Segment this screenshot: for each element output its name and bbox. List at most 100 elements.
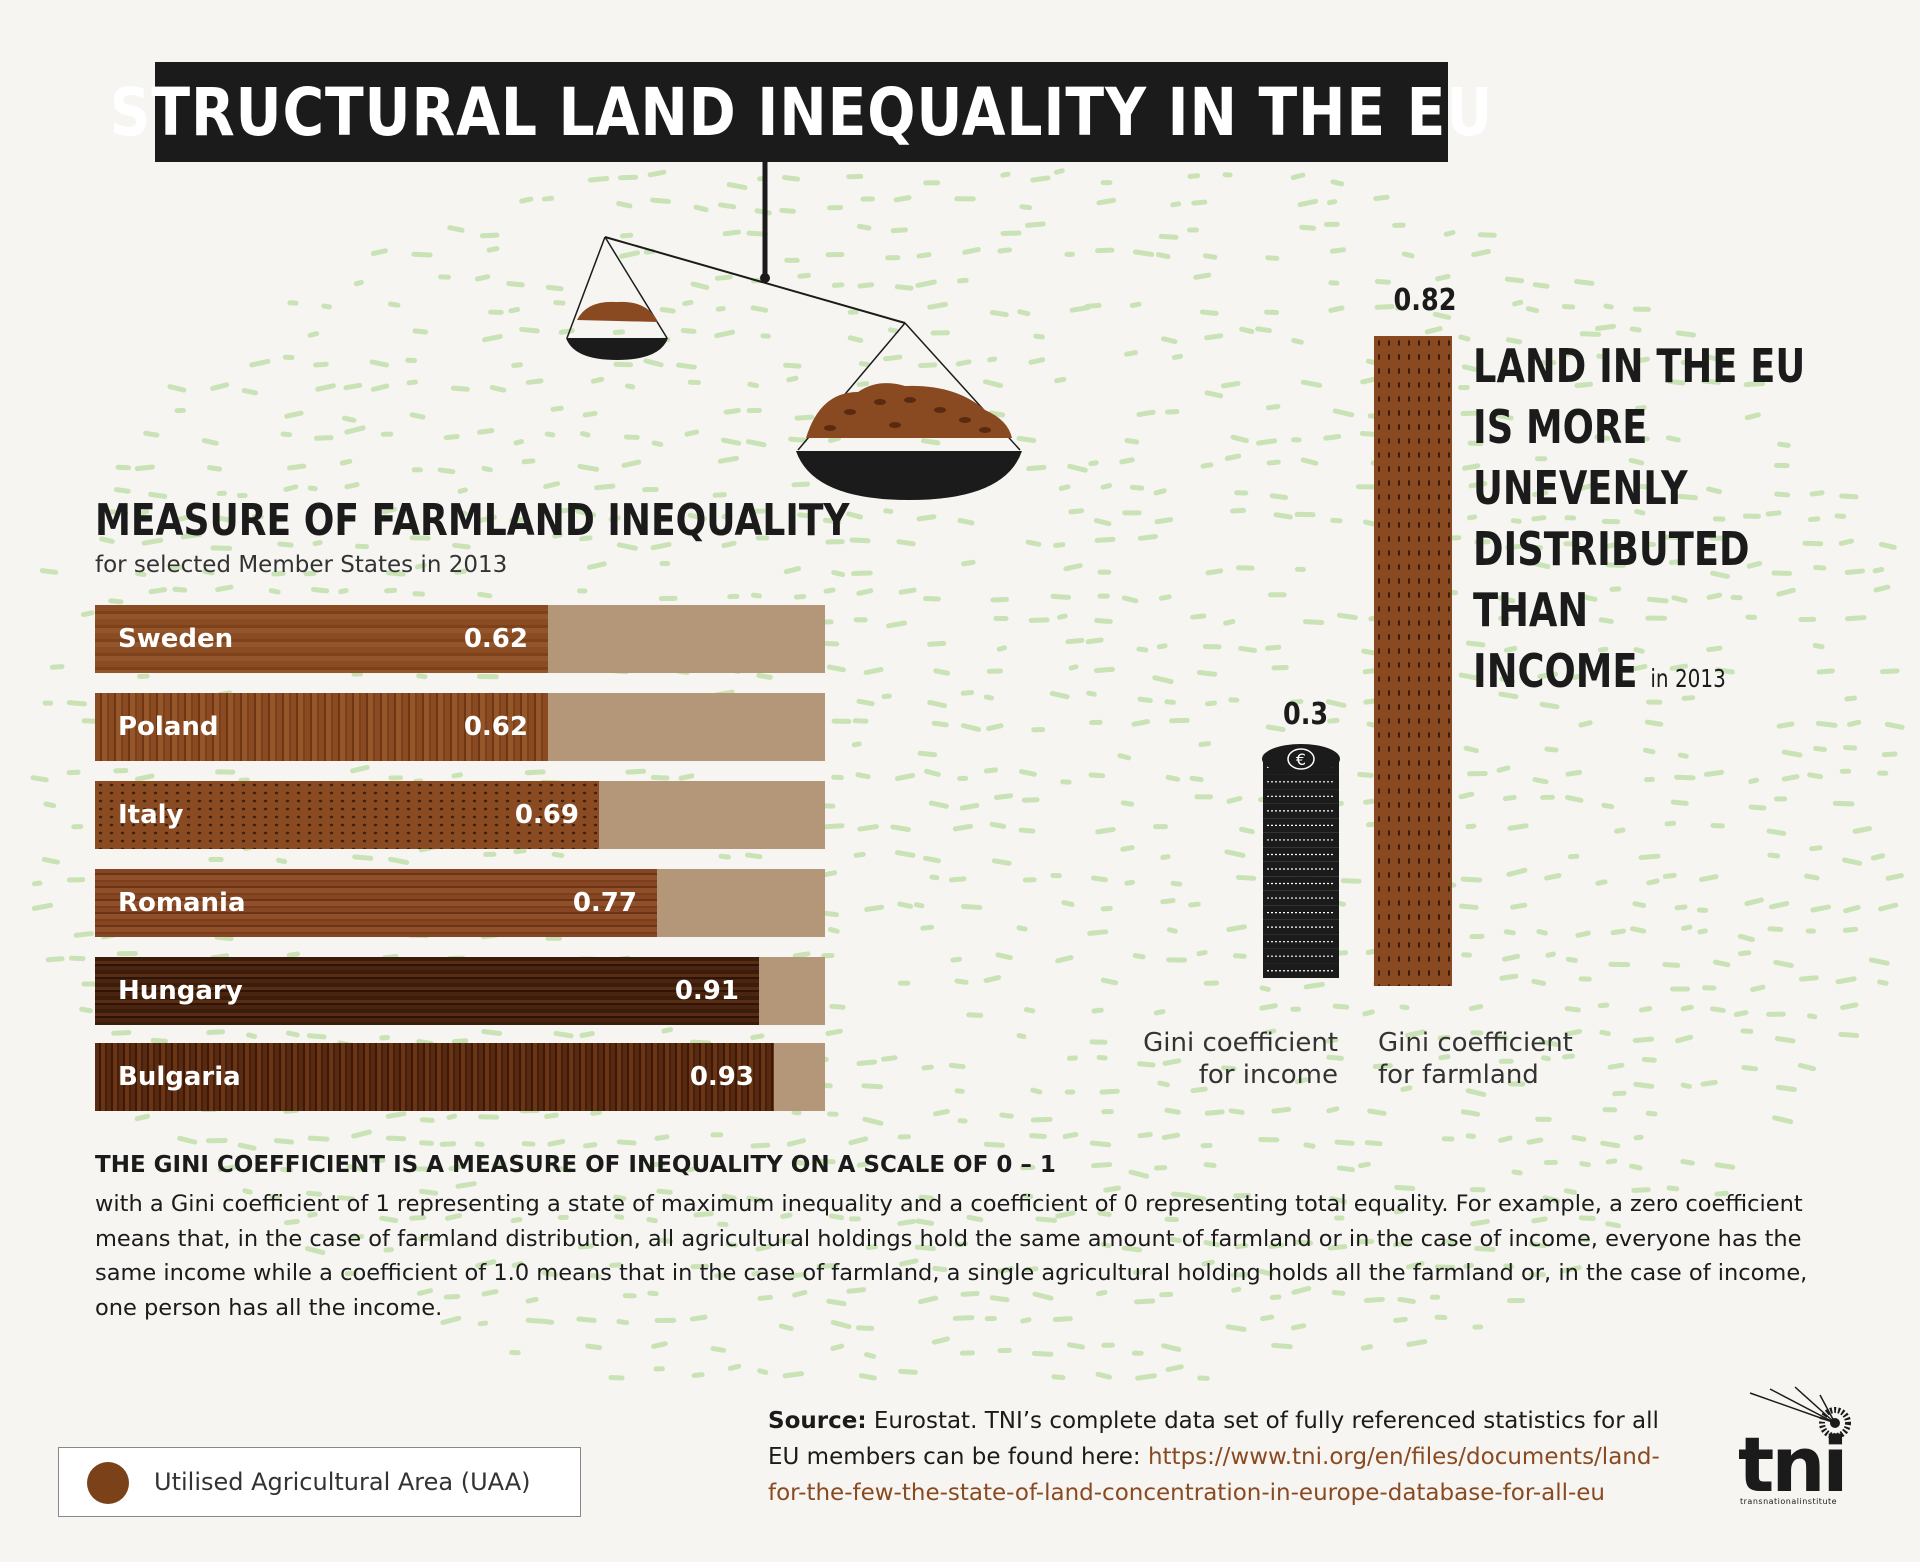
pattern-dash — [1258, 1136, 1280, 1143]
pattern-dash — [1303, 1142, 1316, 1149]
pattern-dash — [283, 484, 299, 492]
pattern-dash — [280, 431, 293, 438]
pattern-dash — [206, 465, 223, 472]
pattern-dash — [881, 693, 892, 700]
pattern-dash — [1336, 1165, 1355, 1173]
pattern-dash — [1033, 333, 1045, 340]
pattern-dash — [450, 385, 470, 392]
pattern-dash — [1299, 224, 1317, 231]
pattern-dash — [513, 848, 527, 855]
pattern-dash — [1641, 1056, 1657, 1063]
pattern-dash — [1095, 247, 1115, 254]
pattern-dash — [1326, 199, 1338, 206]
pattern-dash — [41, 856, 61, 865]
income-value-label: 0.3 — [1282, 697, 1329, 732]
pattern-dash — [338, 588, 349, 595]
euro-coin-ring — [1287, 748, 1315, 770]
pattern-dash — [1160, 336, 1178, 345]
pattern-dash — [1053, 168, 1065, 175]
pattern-dash — [525, 1317, 545, 1324]
pattern-dash — [312, 539, 323, 547]
pattern-dash — [577, 463, 600, 472]
pattern-dash — [1633, 1081, 1655, 1089]
pattern-dash — [1839, 493, 1859, 500]
pattern-dash — [1562, 1053, 1575, 1060]
pattern-dash — [1171, 1191, 1192, 1198]
pattern-dash — [996, 645, 1008, 652]
pattern-dash — [1645, 615, 1668, 621]
pattern-dash — [1596, 353, 1609, 360]
pattern-dash — [202, 568, 215, 576]
pattern-dash — [1093, 518, 1112, 527]
pattern-dash — [1832, 800, 1855, 807]
pattern-dash — [1290, 172, 1306, 181]
pattern-dash — [746, 407, 762, 414]
pattern-dash — [1236, 565, 1255, 571]
pattern-dash — [1562, 351, 1575, 358]
pattern-dash — [616, 1318, 630, 1326]
pattern-dash — [661, 1027, 673, 1034]
pattern-dash — [656, 1188, 673, 1195]
pattern-dash — [1024, 1266, 1039, 1273]
pattern-dash — [1680, 1159, 1695, 1166]
pattern-dash — [1638, 853, 1661, 861]
pattern-dash — [1121, 1245, 1143, 1253]
pattern-dash — [1506, 867, 1528, 877]
pattern-dash — [287, 463, 307, 471]
pattern-dash — [1334, 1215, 1345, 1221]
pattern-dash — [823, 823, 845, 830]
pattern-dash — [1614, 827, 1626, 834]
pattern-dash — [1594, 434, 1611, 441]
pattern-dash — [168, 564, 185, 572]
pattern-dash — [1496, 765, 1511, 773]
pattern-dash — [1776, 587, 1796, 597]
legend: Utilised Agricultural Area (UAA) — [58, 1447, 581, 1517]
pattern-dash — [1131, 1350, 1144, 1356]
pattern-dash — [1095, 826, 1116, 835]
pattern-dash — [797, 272, 811, 279]
pattern-dash — [344, 482, 360, 490]
pattern-dash — [1170, 201, 1182, 208]
pattern-dash — [321, 303, 332, 310]
pattern-dash — [310, 586, 330, 594]
pattern-dash — [557, 1214, 569, 1221]
pattern-dash — [960, 559, 976, 567]
pattern-dash — [1844, 568, 1865, 575]
pattern-dash — [816, 1263, 839, 1269]
bar-romania — [95, 869, 657, 937]
pattern-dash — [1635, 405, 1647, 411]
pattern-dash — [1225, 1324, 1247, 1332]
pattern-dash — [918, 1295, 939, 1305]
pattern-dash — [1681, 695, 1696, 701]
pattern-dash — [1537, 360, 1557, 366]
pattern-dash — [1564, 515, 1577, 521]
pattern-dash — [1540, 794, 1555, 800]
pattern-dash — [1022, 1193, 1034, 1199]
pattern-dash — [915, 279, 937, 288]
pattern-dash — [931, 1336, 950, 1345]
pattern-dash — [757, 1368, 769, 1375]
pattern-dash — [1633, 1134, 1644, 1141]
pattern-dash — [1605, 1158, 1618, 1165]
pattern-dash — [237, 1142, 257, 1151]
pattern-dash — [654, 1134, 670, 1141]
pattern-dash — [1160, 897, 1176, 905]
pattern-dash — [1696, 907, 1709, 913]
pattern-dash — [966, 1214, 984, 1223]
pattern-dash — [1331, 1289, 1346, 1296]
pattern-dash — [483, 851, 497, 857]
pattern-dash — [1805, 928, 1816, 934]
pattern-dash — [995, 1266, 1015, 1275]
pattern-dash — [1101, 1342, 1115, 1348]
pattern-dash — [478, 1114, 500, 1120]
pattern-dash — [545, 935, 562, 941]
pattern-dash — [66, 769, 81, 776]
pattern-dash — [476, 674, 499, 680]
pattern-dash — [477, 591, 493, 599]
pattern-dash — [1842, 857, 1863, 866]
pattern-dash — [827, 1111, 839, 1117]
pattern-dash — [948, 876, 967, 883]
pattern-dash — [1032, 1291, 1054, 1301]
pattern-dash — [1878, 541, 1897, 550]
source-link[interactable]: https://www.tni.org/en/files/documents/l… — [768, 1444, 1660, 1506]
